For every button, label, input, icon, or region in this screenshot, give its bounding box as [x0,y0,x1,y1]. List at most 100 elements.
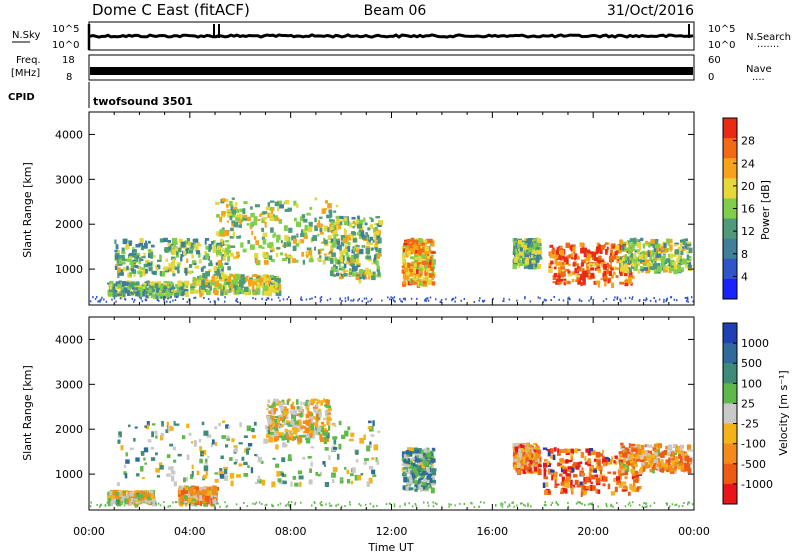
data-pixel [687,241,692,244]
data-pixel [144,291,149,294]
data-pixel [565,459,569,464]
data-pixel [250,467,254,474]
data-pixel [133,249,137,251]
data-pixel [617,469,620,475]
data-pixel [551,249,556,253]
data-pixel [186,454,190,460]
data-pixel [291,406,296,410]
data-pixel [168,263,172,268]
data-pixel [376,216,380,219]
data-pixel [270,227,274,233]
data-pixel [190,270,194,273]
data-pixel [112,287,116,291]
data-pixel [279,401,284,407]
data-pixel [111,298,113,301]
data-pixel [522,468,526,474]
data-pixel [317,219,320,225]
data-pixel [191,254,194,259]
data-pixel [214,505,216,508]
data-pixel [271,282,275,286]
data-pixel [591,503,593,506]
data-pixel [340,273,344,279]
data-pixel [348,262,352,266]
data-pixel [161,289,167,292]
data-pixel [637,259,641,262]
data-pixel [132,254,138,258]
data-pixel [129,282,134,288]
data-pixel [372,218,375,222]
data-pixel [328,418,333,421]
data-pixel [215,269,221,275]
data-pixel [630,443,635,447]
data-pixel [657,467,661,471]
data-pixel [633,264,638,269]
data-pixel [211,282,216,286]
data-pixel [555,281,559,285]
data-pixel [603,243,606,248]
data-pixel [651,454,656,458]
data-pixel [171,289,174,292]
data-pixel [524,296,526,299]
colorbar-swatch [723,138,737,159]
data-pixel [422,246,426,253]
data-pixel [216,231,220,236]
data-pixel [221,271,225,278]
nsky-tick-top: 10^5 [52,24,79,35]
data-pixel [183,285,187,292]
data-pixel [145,299,148,302]
data-pixel [319,502,321,505]
data-pixel [201,283,206,290]
data-pixel [571,252,574,258]
data-pixel [652,469,655,474]
data-pixel [129,492,134,497]
data-pixel [677,246,682,251]
data-pixel [513,455,518,461]
data-pixel [335,215,341,219]
data-pixel [132,500,135,504]
data-pixel [682,258,688,265]
colorbar-swatch [723,278,737,300]
data-pixel [310,425,315,431]
data-pixel [431,465,434,471]
data-pixel [92,296,94,299]
data-pixel [180,241,186,248]
data-pixel [430,476,435,483]
data-pixel [196,470,200,476]
data-pixel [527,502,529,505]
data-pixel [588,299,590,302]
data-pixel [292,476,297,480]
data-pixel [235,202,238,207]
data-pixel [204,462,208,465]
data-pixel [597,263,600,267]
data-pixel [633,481,636,486]
data-pixel [304,427,309,434]
data-pixel [415,275,419,281]
data-pixel [199,288,202,291]
data-pixel [409,264,413,267]
data-pixel [290,421,295,427]
data-pixel [175,423,180,426]
data-pixel [171,249,176,255]
data-pixel [294,482,299,487]
data-pixel [666,451,671,455]
data-pixel [419,263,423,268]
data-pixel [219,251,223,256]
data-pixel [635,458,640,462]
data-pixel [122,492,126,497]
data-pixel [593,458,597,462]
data-pixel [527,504,529,506]
data-pixel [165,429,169,433]
data-pixel [156,299,159,301]
beam-label: Beam 06 [364,3,427,19]
data-pixel [674,504,676,507]
data-pixel [284,253,287,257]
y-tick-label: 2000 [55,218,83,231]
data-pixel [521,502,523,505]
data-pixel [187,491,192,496]
data-pixel [603,263,607,270]
data-pixel [332,231,336,237]
data-pixel [571,271,576,276]
data-pixel [616,476,621,482]
